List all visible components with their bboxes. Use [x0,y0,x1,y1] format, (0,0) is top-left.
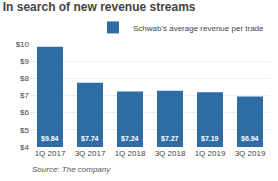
svg-text:3Q 2019: 3Q 2019 [235,149,266,158]
svg-text:3Q 2017: 3Q 2017 [75,149,106,158]
svg-text:3Q 2018: 3Q 2018 [155,149,186,158]
svg-text:$6.94: $6.94 [241,135,259,143]
svg-text:$7.27: $7.27 [161,135,179,143]
svg-text:$4: $4 [20,143,29,152]
svg-text:In search of new revenue strea: In search of new revenue streams [3,0,196,14]
svg-text:$8: $8 [20,74,29,83]
svg-text:$10: $10 [16,40,30,49]
svg-text:1Q 2018: 1Q 2018 [115,149,146,158]
svg-text:$7.19: $7.19 [201,135,219,143]
svg-text:$9.84: $9.84 [41,135,59,143]
svg-text:Source: The company: Source: The company [32,165,111,174]
svg-text:Schwab's average revenue per t: Schwab's average revenue per trade [133,24,264,33]
svg-text:$6: $6 [20,108,29,117]
svg-text:$5: $5 [20,126,29,135]
svg-text:1Q 2019: 1Q 2019 [195,149,226,158]
svg-text:$7.74: $7.74 [81,135,99,143]
svg-text:$7: $7 [20,91,29,100]
svg-text:1Q 2017: 1Q 2017 [35,149,66,158]
svg-text:$7.24: $7.24 [121,135,139,143]
svg-text:$9: $9 [20,57,29,66]
